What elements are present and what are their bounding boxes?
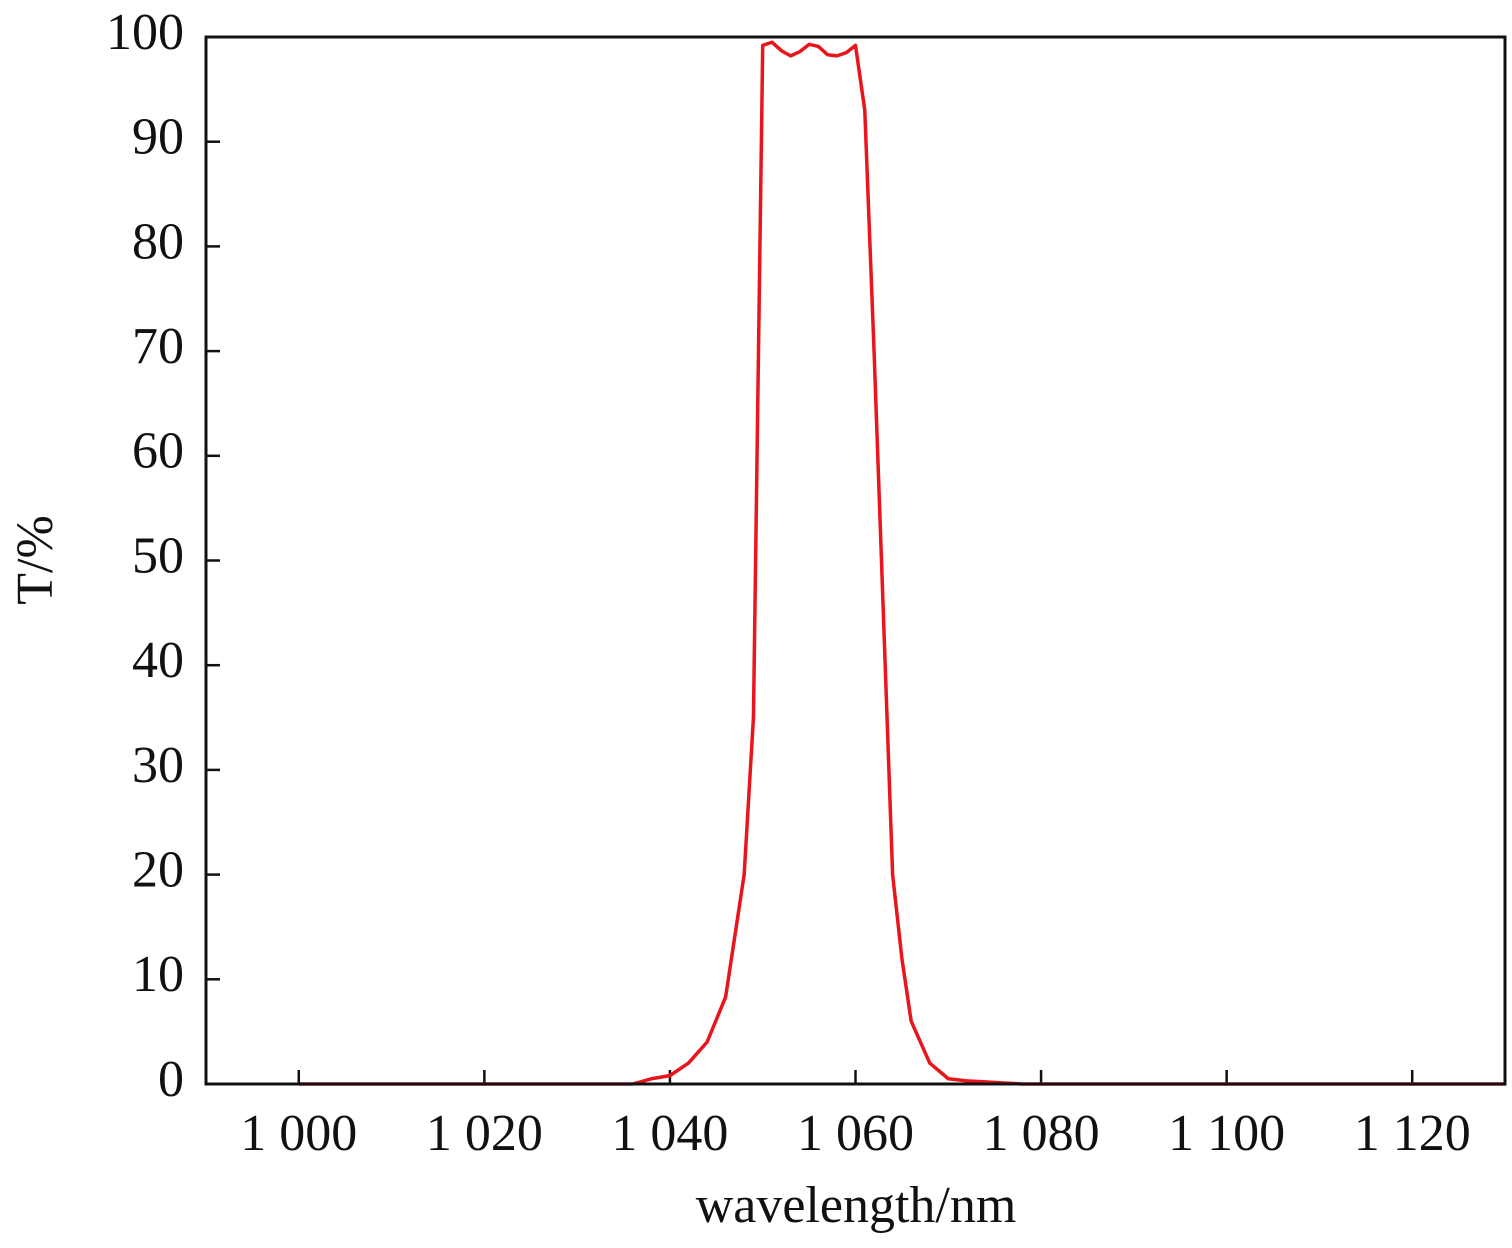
y-tick-label: 30 xyxy=(132,737,184,794)
y-tick-label: 90 xyxy=(132,109,184,166)
y-tick-label: 20 xyxy=(132,842,184,899)
x-tick-label: 1 000 xyxy=(240,1105,357,1162)
y-tick-label: 40 xyxy=(132,632,184,689)
x-tick-label: 1 040 xyxy=(611,1105,728,1162)
y-tick-label: 80 xyxy=(132,213,184,270)
y-axis-label: T/% xyxy=(7,515,64,605)
x-tick-label: 1 100 xyxy=(1168,1105,1285,1162)
y-tick-label: 10 xyxy=(132,946,184,1003)
y-tick-label: 50 xyxy=(132,527,184,584)
y-tick-label: 0 xyxy=(158,1051,184,1108)
plot-frame xyxy=(204,35,1507,1086)
x-axis-label: wavelength/nm xyxy=(696,1177,1017,1234)
y-tick-label: 70 xyxy=(132,318,184,375)
x-tick-label: 1 080 xyxy=(983,1105,1100,1162)
x-tick-label: 1 020 xyxy=(426,1105,543,1162)
y-tick-label: 60 xyxy=(132,423,184,480)
data-line xyxy=(298,40,1505,1086)
x-tick-label: 1 060 xyxy=(797,1105,914,1162)
x-tick-label: 1 120 xyxy=(1354,1105,1471,1162)
y-tick-label: 100 xyxy=(106,4,184,61)
